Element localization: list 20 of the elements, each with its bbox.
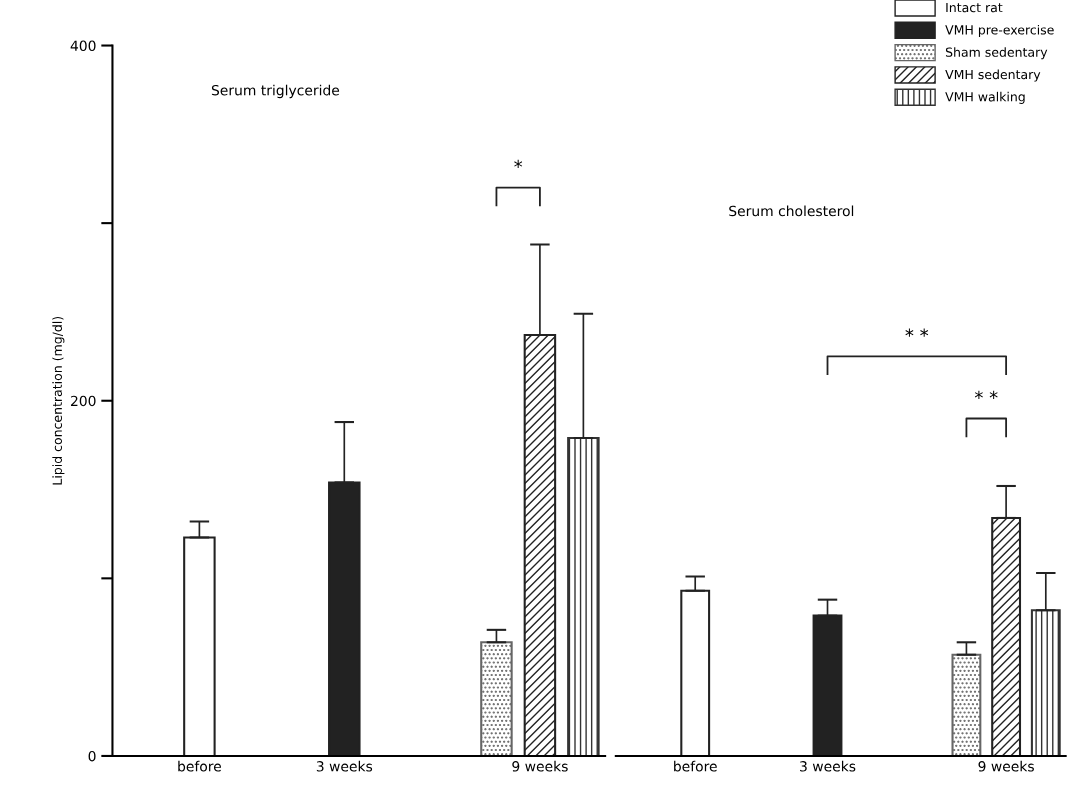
y-tick-label: 400 — [70, 40, 96, 51]
legend-label: VMH walking — [945, 91, 1025, 104]
legend-label: Sham sedentary — [945, 47, 1048, 60]
x-tick-label: before — [178, 760, 221, 772]
legend-label: Intact rat — [946, 2, 1003, 13]
x-tick-label: 9 weeks — [978, 760, 1034, 772]
x-tick-label: 9 weeks — [512, 760, 568, 772]
annotation: * — [514, 159, 523, 169]
x-tick-label: before — [674, 760, 717, 772]
y-tick-label: 0 — [88, 750, 96, 762]
y-tick-label: 200 — [70, 395, 96, 407]
legend-label: VMH pre-exercise — [945, 24, 1054, 37]
text: Serum cholesterol — [729, 205, 854, 217]
text: Serum triglyceride — [211, 84, 340, 99]
x-tick-label: 3 weeks — [800, 760, 856, 772]
x-tick-label: 3 weeks — [316, 760, 373, 772]
legend-label: VMH sedentary — [945, 69, 1041, 82]
y-axis-title: Lipid concentration (mg/dl) — [52, 316, 65, 485]
annotation: * * — [974, 390, 998, 399]
annotation: * * — [905, 328, 929, 337]
